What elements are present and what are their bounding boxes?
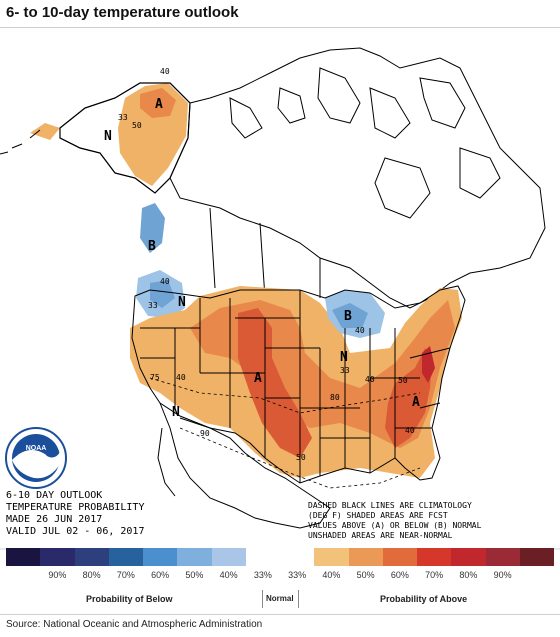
legend-swatch — [451, 548, 486, 566]
tick-spacer — [6, 570, 40, 584]
contour-label: 90 — [200, 429, 210, 438]
contour-label: 40 — [160, 67, 170, 76]
page-title: 6- to 10-day temperature outlook — [6, 4, 239, 21]
canada-outline — [169, 47, 546, 309]
legend-swatch — [348, 548, 383, 566]
outlook-title-line-1: 6-10 DAY OUTLOOK — [6, 490, 102, 501]
southeast-above-60-area — [385, 348, 432, 448]
legend-swatch — [211, 548, 246, 566]
alaska-above-letter: A — [155, 97, 163, 112]
legend-swatch — [177, 548, 212, 566]
tick-label: 70% — [116, 570, 135, 580]
source-note: Source: National Oceanic and Atmospheric… — [6, 619, 263, 630]
contour-label: 75 — [150, 373, 160, 382]
notes-line-2: (DEG F) SHADED AREAS ARE FCST — [308, 511, 448, 520]
legend-swatch — [74, 548, 109, 566]
legend-swatch — [6, 548, 41, 566]
legend-swatch — [382, 548, 417, 566]
footer-divider — [0, 614, 560, 615]
tick-label: 50% — [185, 570, 204, 580]
outlook-title-line-2: TEMPERATURE PROBABILITY — [6, 502, 144, 513]
contour-label: 40 — [176, 373, 186, 382]
contour-label: 40 — [160, 277, 170, 286]
tick-spacer — [520, 570, 554, 584]
climatology-lines — [149, 377, 421, 489]
tick-label: 80% — [82, 570, 101, 580]
tick-label: 90% — [493, 570, 512, 580]
plains-above-letter: A — [254, 371, 262, 386]
legend-swatch — [280, 548, 315, 566]
above-category-label: Probability of Above — [380, 594, 468, 604]
pacific-nw-below — [136, 203, 185, 318]
tick-label: 70% — [425, 570, 444, 580]
tick-label: 90% — [48, 570, 67, 580]
legend-categories: Probability of Below Normal Probability … — [0, 588, 560, 610]
alaska-normal-letter: N — [104, 129, 112, 144]
category-divider — [262, 590, 263, 608]
tick-label: 33% — [288, 570, 307, 580]
midwest-normal-letter: N — [340, 350, 348, 365]
contour-label: 50 — [296, 453, 306, 462]
contour-label: 80 — [330, 393, 340, 402]
contour-label: 33 — [118, 113, 128, 122]
probability-tick-labels: 90% 80% 70% 60% 50% 40% 33% 33% 40% 50% 60% 70% 80% 9… — [6, 570, 554, 584]
contour-label: 50 — [132, 121, 142, 130]
legend-swatch — [417, 548, 452, 566]
tick-label: 60% — [151, 570, 170, 580]
svg-text:NOAA: NOAA — [26, 445, 47, 452]
mexico-outline — [157, 402, 331, 529]
legend-swatch — [519, 548, 554, 566]
normal-category-label: Normal — [266, 594, 294, 603]
nw-normal-letter: N — [178, 295, 186, 310]
legend-swatch — [314, 548, 349, 566]
us-outline — [131, 285, 466, 484]
map-figure: A N B N B N A A N 40 33 50 40 33 40 33 4… — [0, 47, 546, 540]
alaska-above-50-area — [140, 88, 176, 118]
category-divider — [298, 590, 299, 608]
alaska-region — [0, 82, 191, 194]
contour-label: 40 — [405, 426, 415, 435]
notes-line-1: DASHED BLACK LINES ARE CLIMATOLOGY — [308, 501, 472, 510]
outlook-valid-dates: VALID JUL 02 - 06, 2017 — [6, 526, 144, 537]
tick-label: 40% — [219, 570, 238, 580]
plains-above-60-area — [238, 308, 312, 458]
legend-swatch — [245, 548, 280, 566]
title-divider — [0, 27, 560, 28]
contour-label: 40 — [365, 375, 375, 384]
great-lakes-below — [325, 290, 385, 338]
notes-line-4: UNSHADED AREAS ARE NEAR-NORMAL — [308, 531, 453, 540]
tick-label: 60% — [390, 570, 409, 580]
legend-swatch — [40, 548, 75, 566]
contour-label: 40 — [355, 326, 365, 335]
sw-normal-letter: N — [172, 405, 180, 420]
below-category-label: Probability of Below — [86, 594, 173, 604]
legend-swatch — [108, 548, 143, 566]
us-above-areas — [130, 286, 462, 478]
noaa-logo: NOAA — [5, 427, 67, 489]
notes-line-3: VALUES ABOVE (A) OR BELOW (B) NORMAL — [308, 521, 482, 530]
tick-label: 40% — [322, 570, 341, 580]
legend-swatch — [485, 548, 520, 566]
outlook-made-date: MADE 26 JUN 2017 — [6, 514, 102, 525]
contour-label: 33 — [148, 301, 158, 310]
tick-label: 80% — [459, 570, 478, 580]
tick-label: 50% — [356, 570, 375, 580]
great-lakes-below-letter: B — [344, 309, 352, 324]
tick-label: 33% — [253, 570, 272, 580]
contour-label: 50 — [398, 376, 408, 385]
legend-swatch — [143, 548, 178, 566]
probability-color-scale — [6, 548, 554, 566]
contour-label: 33 — [340, 366, 350, 375]
pnw-below-letter: B — [148, 239, 156, 254]
southeast-above-letter: A — [412, 395, 420, 410]
outlook-map: A N B N B N A A N 40 33 50 40 33 40 33 4… — [0, 28, 560, 550]
